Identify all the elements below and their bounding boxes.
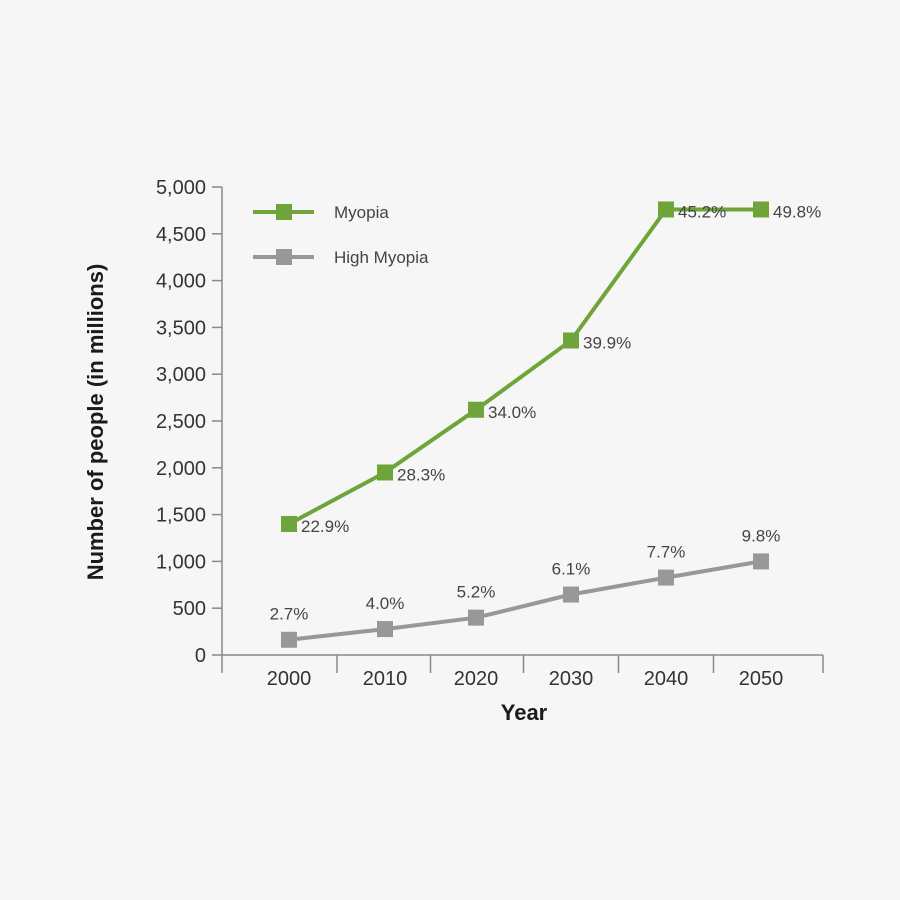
legend: Myopia High Myopia [253, 203, 429, 267]
data-label-high-myopia: 9.8% [742, 526, 781, 545]
y-tick-label: 2,000 [156, 458, 206, 480]
series-layer: 22.9% 28.3% 34.0% 39.9% 45.2% 49.8% 2.7% 4.0% 5.… [270, 201, 821, 648]
data-label-high-myopia: 5.2% [457, 583, 496, 602]
data-point-myopia [753, 201, 769, 218]
y-axis-title: Number of people (in millions) [83, 264, 108, 581]
data-label-myopia: 49.8% [773, 202, 821, 221]
data-label-high-myopia: 6.1% [552, 560, 591, 579]
data-label-myopia: 22.9% [301, 517, 349, 536]
x-tick-label: 2020 [454, 668, 499, 690]
x-tick-label: 2030 [549, 668, 594, 690]
data-point-high-myopia [563, 586, 579, 603]
y-axis: 0 500 1,000 1,500 2,000 2,500 3,000 3,500 4,000 4… [156, 177, 223, 667]
data-point-high-myopia [281, 631, 297, 648]
y-tick-label: 4,000 [156, 271, 206, 293]
legend-marker-myopia [276, 204, 292, 220]
data-point-myopia [658, 201, 674, 218]
x-axis: 2000 2010 2020 2030 2040 2050 [221, 654, 824, 690]
data-label-myopia: 45.2% [678, 202, 726, 221]
data-point-myopia [468, 401, 484, 418]
x-tick-label: 2040 [644, 668, 689, 690]
data-label-high-myopia: 4.0% [366, 594, 405, 613]
series-line-high-myopia [288, 559, 762, 642]
legend-label-high-myopia: High Myopia [334, 248, 429, 267]
data-point-high-myopia [753, 553, 769, 570]
x-tick-label: 2010 [363, 668, 408, 690]
y-tick-label: 2,500 [156, 411, 206, 433]
legend-marker-high-myopia [276, 249, 292, 265]
y-tick-label: 3,000 [156, 364, 206, 386]
y-tick-label: 3,500 [156, 317, 206, 339]
data-point-myopia [563, 332, 579, 349]
data-label-myopia: 39.9% [583, 334, 631, 353]
data-label-high-myopia: 7.7% [647, 543, 686, 562]
data-point-high-myopia [377, 621, 393, 638]
y-tick-label: 1,500 [156, 505, 206, 527]
data-label-high-myopia: 2.7% [270, 605, 309, 624]
x-axis-title: Year [501, 700, 548, 725]
y-tick-label: 0 [195, 645, 206, 667]
y-tick-label: 5,000 [156, 177, 206, 199]
y-tick-label: 1,000 [156, 551, 206, 573]
data-point-myopia [377, 464, 393, 481]
data-label-myopia: 28.3% [397, 465, 445, 484]
legend-label-myopia: Myopia [334, 203, 389, 222]
data-label-myopia: 34.0% [488, 403, 536, 422]
x-tick-label: 2000 [267, 668, 312, 690]
x-tick-label: 2050 [739, 668, 784, 690]
y-tick-label: 4,500 [156, 224, 206, 246]
data-point-high-myopia [468, 609, 484, 626]
data-point-myopia [281, 515, 297, 532]
series-line-myopia [288, 207, 761, 526]
data-point-high-myopia [658, 569, 674, 586]
y-tick-label: 500 [173, 598, 206, 620]
